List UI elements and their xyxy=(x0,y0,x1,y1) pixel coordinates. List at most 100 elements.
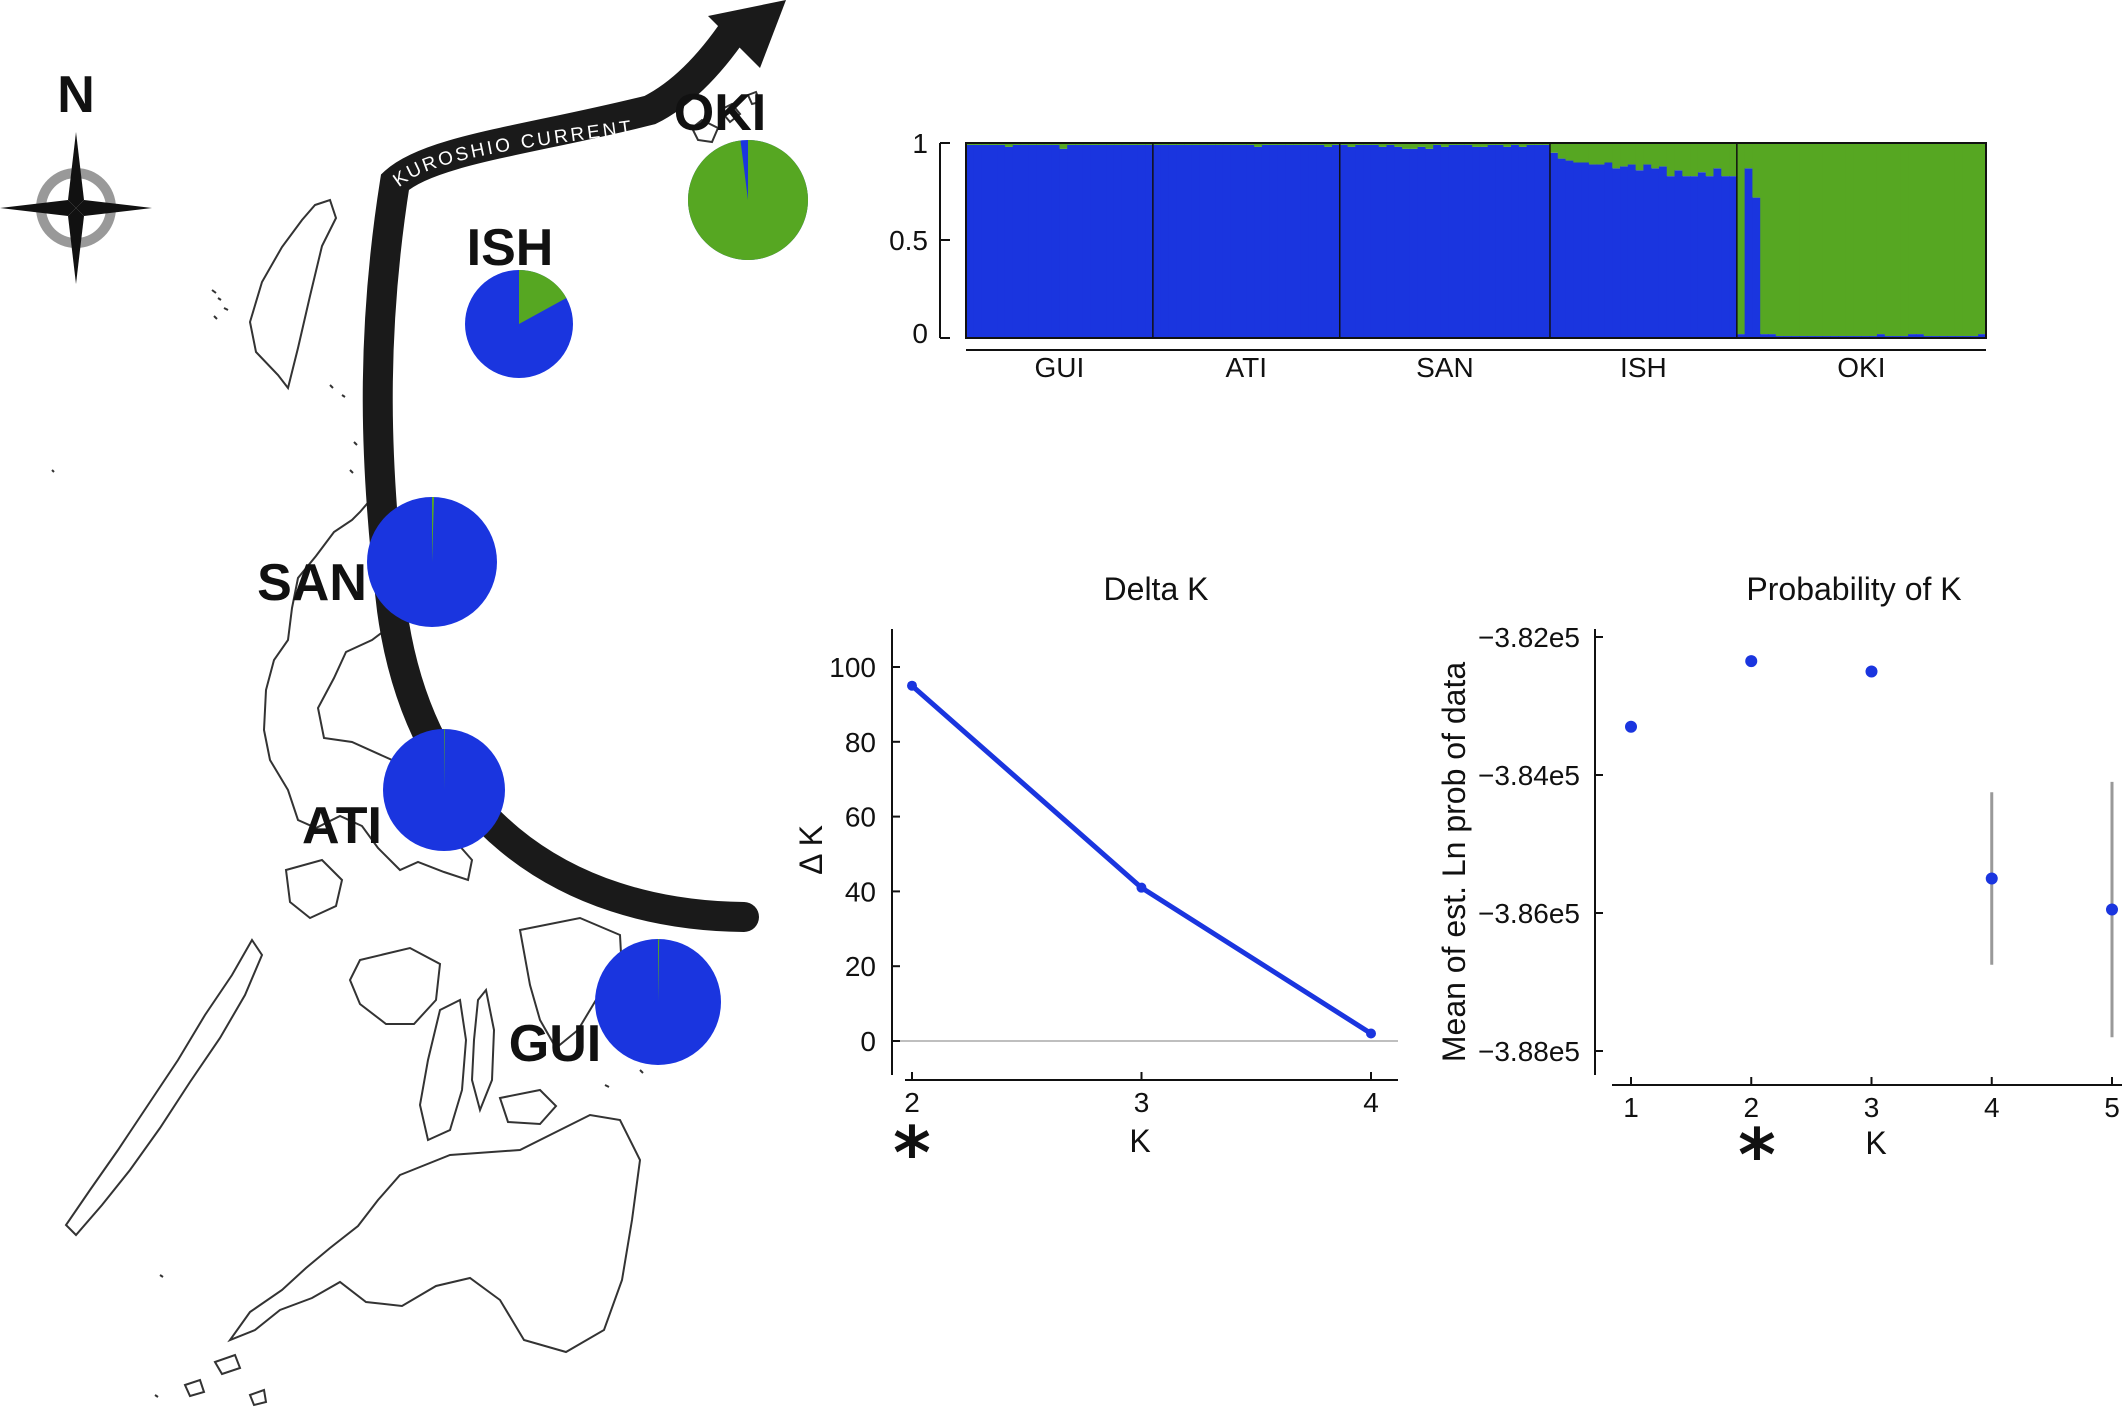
structure-bar-blue xyxy=(1697,172,1707,338)
structure-bar-blue xyxy=(1254,146,1263,338)
structure-bar-blue xyxy=(1752,197,1761,338)
structure-bar-blue xyxy=(1339,144,1349,338)
structure-bar-green xyxy=(1697,143,1707,173)
structure-bar-blue xyxy=(1370,144,1380,338)
structure-bar-green xyxy=(1791,143,1800,337)
delta-k-point xyxy=(1136,882,1147,893)
structure-bar-blue xyxy=(1588,164,1598,338)
structure-bar-green xyxy=(1425,143,1434,149)
structure-bar-green xyxy=(1892,143,1901,337)
structure-bar-green xyxy=(1954,143,1964,337)
structure-bar-green xyxy=(1620,143,1629,167)
delta-k-xtick-label: 4 xyxy=(1363,1087,1379,1118)
structure-bar-blue xyxy=(1028,144,1037,338)
structure-bar-green xyxy=(1705,143,1715,177)
structure-bar-green xyxy=(1254,143,1263,147)
probability-of-k-title: Probability of K xyxy=(1746,571,1961,607)
palawan-outline xyxy=(64,938,264,1237)
structure-bar-blue xyxy=(1705,176,1715,338)
structure-bar-blue xyxy=(1915,334,1925,338)
prob-k-point xyxy=(1745,655,1758,668)
structure-bar-blue xyxy=(1643,164,1652,338)
structure-bar-green xyxy=(1822,143,1831,337)
structure-bar-green xyxy=(1596,143,1606,165)
structure-bar-blue xyxy=(1324,146,1333,338)
structure-bar-blue xyxy=(1744,168,1754,338)
site-label-san: SAN xyxy=(257,554,367,612)
structure-bar-green xyxy=(1674,143,1683,171)
delta-k-point xyxy=(907,680,917,691)
structure-bar-green xyxy=(1845,143,1855,337)
structure-bar-blue xyxy=(1876,334,1886,338)
structure-bar-green xyxy=(1915,143,1925,335)
pie-slice-green xyxy=(658,939,660,1002)
structure-bar-green xyxy=(1347,143,1356,147)
structure-bar-blue xyxy=(1534,144,1543,338)
structure-bar-blue xyxy=(1518,146,1528,338)
site-label-oki: OKI xyxy=(674,84,766,142)
structure-bar-blue xyxy=(1612,168,1621,338)
structure-bar-green xyxy=(1978,143,1987,335)
structure-bar-green xyxy=(1760,143,1769,335)
structure-bar-blue xyxy=(1230,144,1240,338)
structure-bar-blue xyxy=(1627,164,1637,338)
delta-k-points xyxy=(907,680,1376,1039)
structure-group-labels: GUI ATI SAN ISH OKI xyxy=(1035,352,1886,383)
structure-bar-blue xyxy=(1285,144,1294,338)
structure-bar-green xyxy=(1908,143,1917,335)
structure-bar-blue xyxy=(1479,146,1489,338)
structure-bar-blue xyxy=(1440,146,1450,338)
okinawa-outline xyxy=(690,90,762,144)
structure-bar-blue xyxy=(1316,144,1325,338)
structure-bar-blue xyxy=(1495,144,1504,338)
delta-k-ytick-label: 80 xyxy=(845,727,876,758)
prob-k-xlabel: K xyxy=(1865,1125,1886,1161)
structure-bar-green xyxy=(1838,143,1847,337)
structure-bar-blue xyxy=(1293,144,1302,338)
structure-bar-green xyxy=(1884,143,1894,337)
current-band xyxy=(362,13,759,932)
pie-slice-green xyxy=(519,270,567,324)
structure-bar-blue xyxy=(1020,144,1029,338)
structure-bar-green xyxy=(1604,143,1613,163)
structure-bar-blue xyxy=(1347,146,1356,338)
structure-bar-blue xyxy=(1549,152,1559,338)
delta-k-xlabel: K xyxy=(1129,1123,1150,1159)
structure-group-label: GUI xyxy=(1035,352,1085,383)
structure-bar-blue xyxy=(1215,144,1224,338)
prob-k-error-bars xyxy=(1990,781,2114,1038)
compass-needle-w xyxy=(0,200,76,216)
structure-bar-blue xyxy=(1713,168,1722,338)
structure-bar-blue xyxy=(1137,144,1146,338)
structure-bar-green xyxy=(1565,143,1574,161)
structure-barplot: 1 0.5 0 GUI ATI SAN ISH OKI xyxy=(889,128,1987,383)
structure-bar-blue xyxy=(1596,164,1606,338)
structure-ytick-label-05: 0.5 xyxy=(889,225,928,256)
structure-group-label: OKI xyxy=(1837,352,1885,383)
structure-bar-green xyxy=(1744,143,1754,169)
structure-bar-green xyxy=(1440,143,1450,147)
pie-gui xyxy=(595,939,721,1065)
structure-bar-green xyxy=(1479,143,1489,147)
structure-bar-green xyxy=(1588,143,1598,165)
structure-bar-blue xyxy=(981,144,990,338)
structure-bar-green xyxy=(1518,143,1528,147)
delta-k-ytick-label: 60 xyxy=(845,802,876,833)
structure-bar-green xyxy=(1004,143,1014,147)
delta-k-xtick-label: 3 xyxy=(1134,1087,1150,1118)
structure-bar-blue xyxy=(1378,146,1388,338)
pie-oki xyxy=(687,140,808,260)
structure-bar-blue xyxy=(1394,146,1403,338)
structure-bar-blue xyxy=(1620,166,1629,338)
structure-bar-green xyxy=(1752,143,1761,198)
prob-k-xtick-label: 1 xyxy=(1623,1092,1639,1123)
structure-bar-blue xyxy=(1036,144,1045,338)
compass-needle-n xyxy=(68,132,84,208)
structure-bar-blue xyxy=(1106,144,1115,338)
prob-k-point xyxy=(2106,903,2118,916)
compass-north-label: N xyxy=(57,66,95,124)
structure-bar-green xyxy=(1713,143,1722,169)
structure-bar-green xyxy=(1775,143,1785,337)
structure-bar-blue xyxy=(1472,146,1481,338)
